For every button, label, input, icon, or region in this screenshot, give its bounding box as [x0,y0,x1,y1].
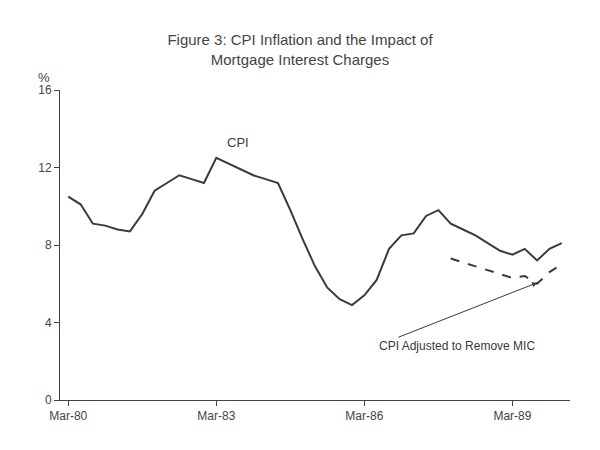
svg-text:16: 16 [38,83,52,97]
svg-text:0: 0 [45,393,52,407]
svg-text:CPI: CPI [227,135,249,150]
svg-text:%: % [38,70,50,85]
svg-text:4: 4 [45,316,52,330]
svg-text:12: 12 [38,161,52,175]
svg-text:CPI Adjusted to Remove MIC: CPI Adjusted to Remove MIC [379,339,535,353]
svg-text:Mar-89: Mar-89 [493,409,531,423]
svg-text:Figure 3: CPI Inflation and th: Figure 3: CPI Inflation and the Impact o… [167,31,433,68]
svg-text:8: 8 [45,238,52,252]
svg-text:Mar-86: Mar-86 [345,409,383,423]
svg-text:Mar-83: Mar-83 [197,409,235,423]
svg-text:Mar-80: Mar-80 [49,409,87,423]
